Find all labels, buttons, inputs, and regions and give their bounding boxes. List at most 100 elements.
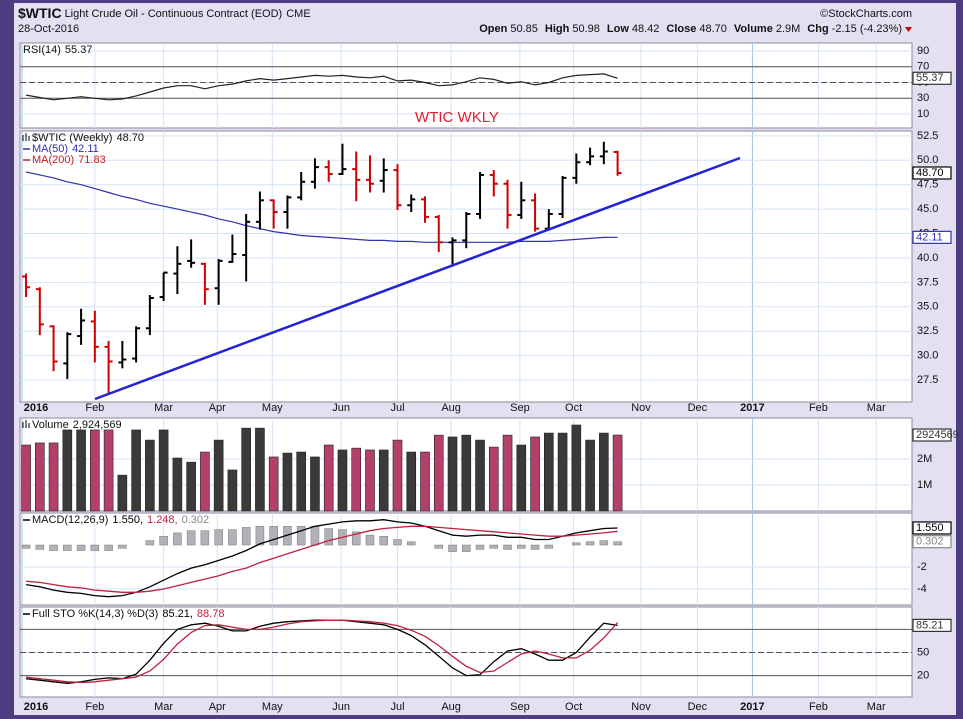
macd-histogram-bar [365,534,375,546]
volume-bar [392,439,403,512]
macd-line [25,519,618,598]
x-tick-label: Nov [631,701,651,713]
legend: MA(200) 71.83 [32,154,106,166]
x-tick-label: Mar [154,402,173,414]
legend-part: MA(50) [32,143,68,155]
volume-bar [145,439,155,512]
quote-part: High [545,23,570,35]
credit-part: ©StockCharts.com [820,8,912,20]
volume-bar [585,439,595,512]
macd-histogram-bar [585,541,595,546]
macd-histogram-bar [530,544,540,550]
volume-bar [76,429,86,512]
price-marker-label: 2924569 [916,429,959,441]
trend-line [94,156,741,401]
title-part: Light Crude Oil - Continuous Contract (E… [65,8,283,20]
macd-histogram-bar [324,528,333,546]
legend-part: Volume [32,419,69,431]
macd-histogram-bar [599,540,609,546]
y-tick-label: 30.0 [917,350,938,362]
x-tick-label: Jul [390,402,404,414]
volume-bar [420,451,430,512]
price-marker-label: 0.302 [916,536,944,548]
volume-bar [516,444,527,512]
price-marker-label: 42.11 [916,231,943,243]
x-tick-label: Feb [85,701,104,713]
x-tick-label: Mar [867,402,886,414]
x-tick-label: Mar [867,701,886,713]
x-tick-label: Jun [332,701,350,713]
legend-icon [22,133,30,141]
quote-part: -2.15 (-4.23%) [832,23,902,35]
volume-bar [131,429,141,512]
x-tick-label: Oct [565,402,582,414]
volume-bar [241,427,251,512]
volume-bar [406,451,417,512]
quote-part: Low [607,23,629,35]
macd-histogram-bar [310,526,320,546]
macd-histogram-bar [90,544,100,551]
macd-histogram-bar [448,544,457,552]
change-arrow [905,27,912,32]
legend-part: 88.78 [197,608,225,620]
volume-bar [213,439,224,512]
title-part: CME [286,8,310,20]
macd-histogram-bar [613,541,622,546]
volume-bar [378,449,389,512]
volume-bar [35,442,45,512]
price-marker-box [912,71,952,85]
volume-bar [103,429,114,512]
y-tick-label: 47.5 [917,179,938,191]
volume-bar [172,457,183,512]
date-part: 28-Oct-2016 [18,23,79,35]
y-tick-label: 35.0 [917,301,938,313]
x-tick-label: Aug [441,402,461,414]
macd-histogram-bar [351,531,361,546]
legend-part: 2,924,569 [73,419,122,431]
legend-part: $WTIC (Weekly) [32,132,112,144]
legend: Full STO %K(14,3) %D(3) 85.21, 88.78 [32,608,224,620]
x-tick-label: Feb [809,701,828,713]
volume-bar [461,434,472,512]
x-tick-label: Dec [688,402,708,414]
legend-part: 48.70 [116,132,144,144]
quote-part: Close [666,23,696,35]
volume-bar [255,427,265,512]
volume-bar [447,436,458,512]
legend-part: 85.21, [162,608,193,620]
legend: MA(50) 42.11 [32,143,99,155]
panel [19,130,913,403]
legend-part: 71.83 [78,154,106,166]
stochastic-line [26,619,619,684]
volume-bar [475,439,485,512]
price-marker-box [912,428,952,442]
y-tick-label: 32.5 [917,325,938,337]
date: 28-Oct-2016 [18,23,79,35]
macd-histogram-bar [406,541,416,546]
volume-bar [268,456,279,512]
macd-histogram-bar [489,544,499,549]
macd-histogram-bar [214,529,223,546]
price-marker-box [912,618,952,632]
x-tick-label: Jul [390,701,404,713]
macd-histogram-bar [572,542,581,546]
y-tick-label: 90 [917,45,929,57]
macd-histogram-bar [35,544,45,550]
legend-part: 0.302 [182,514,210,526]
price-marker-label: 1.550 [916,522,944,534]
macd-histogram-bar [104,544,113,551]
macd-histogram-bar [76,544,86,551]
title: $WTIC Light Crude Oil - Continuous Contra… [18,5,311,21]
y-tick-label: 45.0 [917,203,938,215]
volume-bar [62,429,73,512]
y-tick-label: 30 [917,92,929,104]
legend: RSI(14) 55.37 [23,44,92,56]
quote-part: Open [479,23,507,35]
x-tick-label: Mar [154,701,173,713]
legend: MACD(12,26,9) 1.550, 1.248, 0.302 [32,514,209,526]
volume-bar [48,442,59,512]
legend: $WTIC (Weekly) 48.70 [32,132,144,144]
quote-part: 50.98 [572,23,600,35]
x-tick-label: Sep [510,402,530,414]
legend-part: 1.248, [147,514,178,526]
